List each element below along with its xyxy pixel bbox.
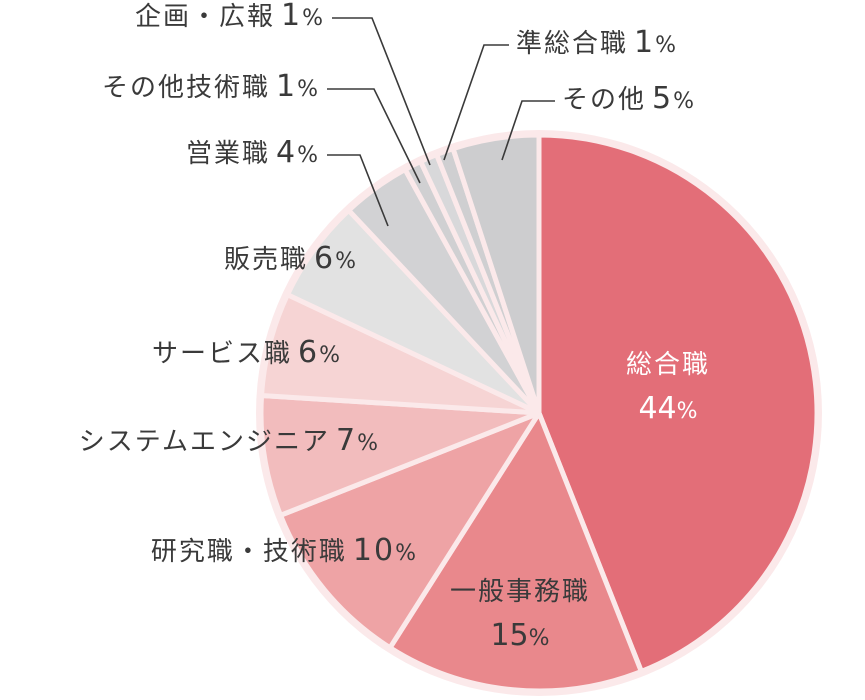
slice-6-label: 営業職 4% — [186, 135, 320, 170]
slice-10-wedge — [450, 132, 542, 416]
slice-1-wedge — [387, 410, 644, 694]
slice-2-label: 研究職・技術職 10% — [151, 533, 418, 568]
slice-8-leader-line — [332, 17, 431, 166]
slice-7-label: その他技術職 1% — [102, 69, 320, 104]
slice-2-wedge — [278, 410, 542, 651]
slice-0-value: 44% — [638, 391, 697, 426]
slice-10-leader-line — [501, 100, 555, 161]
slice-0-wedge — [536, 132, 820, 674]
slice-1-value: 15% — [490, 618, 549, 653]
slice-4-label: サービス職 6% — [152, 335, 342, 370]
slice-6-leader-line — [327, 154, 389, 227]
slice-3-label: システムエンジニア 7% — [79, 423, 380, 458]
slice-0-label: 総合職 — [626, 350, 710, 380]
slice-labels: 総合職 44% 一般事務職 15% 研究職・技術職 10% システムエンジニア 7% サービス職… — [79, 0, 710, 653]
slice-8-label: 企画・広報 1% — [135, 0, 325, 33]
slice-9-label: 準総合職 1% — [516, 25, 678, 60]
slice-9-leader-line — [443, 44, 509, 161]
slice-1-label: 一般事務職 — [450, 577, 590, 607]
slice-5-label: 販売職 6% — [224, 241, 358, 276]
slice-7-leader-line — [327, 88, 421, 184]
slice-10-label: その他 5% — [562, 81, 696, 116]
pie-slices — [258, 132, 820, 694]
leader-lines — [327, 17, 555, 227]
